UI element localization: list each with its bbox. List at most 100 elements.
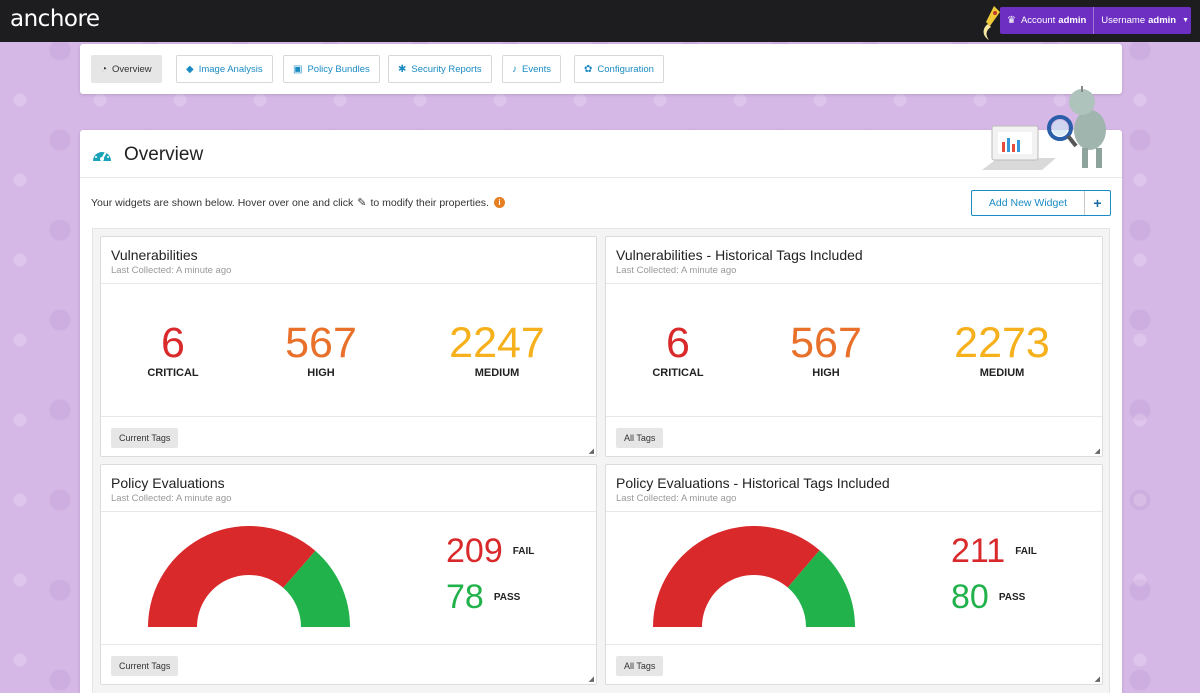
high-label: HIGH (812, 367, 840, 379)
widget-title: Policy Evaluations (111, 475, 225, 491)
tag-scope-badge: All Tags (616, 656, 664, 676)
account-menu[interactable]: ♛ Account admin Username admin ▼ (1000, 7, 1191, 34)
rocket-icon (983, 6, 1000, 40)
tab-label: Overview (112, 63, 152, 75)
account-segment[interactable]: ♛ Account admin (1000, 7, 1093, 34)
medium-label: MEDIUM (979, 367, 1025, 379)
tab-label: Security Reports (411, 63, 482, 75)
fail-stat: 209 FAIL (446, 532, 534, 571)
dashboard-icon (93, 151, 111, 161)
add-widget-button[interactable]: Add New Widget + (971, 190, 1111, 216)
widget-body: 6 CRITICAL 567 HIGH 2247 MEDIUM (101, 283, 596, 417)
widget-hint: Your widgets are shown below. Hover over… (91, 196, 505, 209)
critical-count: 6 (666, 319, 690, 367)
medium-label: MEDIUM (474, 367, 520, 379)
fail-label: FAIL (1015, 546, 1037, 557)
tab-image-analysis[interactable]: ◆ Image Analysis (176, 55, 273, 83)
high-stat: 567 HIGH (261, 320, 381, 379)
medium-stat: 2247 MEDIUM (427, 320, 567, 379)
critical-stat: 6 CRITICAL (628, 320, 728, 379)
widget-policy-evaluations[interactable]: Policy Evaluations Last Collected: A min… (100, 464, 597, 685)
account-value: admin (1058, 15, 1087, 26)
caret-down-icon: ▼ (1182, 17, 1190, 24)
widget-body: 6 CRITICAL 567 HIGH 2273 MEDIUM (606, 283, 1102, 417)
widget-title: Vulnerabilities - Historical Tags Includ… (616, 247, 863, 263)
high-label: HIGH (307, 367, 335, 379)
plus-icon: + (1084, 191, 1110, 215)
briefcase-icon: ▣ (293, 63, 303, 75)
overview-card: Overview Your widgets are shown below. H… (80, 86, 1122, 693)
high-count: 567 (285, 319, 357, 367)
critical-label: CRITICAL (652, 367, 704, 379)
high-stat: 567 HIGH (766, 320, 886, 379)
tags-icon: ◆ (186, 63, 194, 75)
tab-label: Policy Bundles (307, 63, 370, 75)
hint-text: to modify their properties. (370, 196, 489, 209)
critical-count: 6 (161, 319, 185, 367)
overview-header: Overview (80, 86, 1122, 178)
tab-policy-bundles[interactable]: ▣ Policy Bundles (283, 55, 380, 83)
critical-label: CRITICAL (147, 367, 199, 379)
tab-security-reports[interactable]: ✱ Security Reports (388, 55, 492, 83)
tag-scope-badge: All Tags (616, 428, 664, 448)
crown-icon: ♛ (1007, 15, 1016, 26)
widget-subtitle: Last Collected: A minute ago (111, 493, 232, 504)
add-widget-label: Add New Widget (988, 197, 1068, 209)
pass-stat: 78 PASS (446, 578, 520, 617)
tag-scope-badge: Current Tags (111, 428, 179, 448)
tab-label: Configuration (597, 63, 654, 75)
medium-count: 2247 (449, 319, 545, 367)
edit-icon: ✎ (357, 197, 367, 209)
resize-handle-icon[interactable]: ◢ (1094, 676, 1100, 683)
brand-logo[interactable]: anchore (10, 6, 100, 32)
username-segment[interactable]: Username admin ▼ (1093, 7, 1196, 34)
widget-policy-evaluations-historical[interactable]: Policy Evaluations - Historical Tags Inc… (605, 464, 1103, 685)
resize-handle-icon[interactable]: ◢ (588, 676, 594, 683)
widget-subtitle: Last Collected: A minute ago (616, 265, 737, 276)
resize-handle-icon[interactable]: ◢ (1094, 448, 1100, 455)
gauge-fail-segment (148, 526, 316, 627)
tab-label: Image Analysis (198, 63, 263, 75)
pass-fail-gauge (653, 526, 855, 627)
pass-label: PASS (998, 592, 1026, 603)
medium-count: 2273 (954, 319, 1050, 367)
fail-count: 211 (951, 532, 1006, 570)
tab-label: Events (522, 63, 552, 75)
fail-label: FAIL (512, 546, 535, 557)
resize-handle-icon[interactable]: ◢ (588, 448, 594, 455)
gear-icon: ✿ (584, 63, 593, 75)
medium-stat: 2273 MEDIUM (932, 320, 1072, 379)
top-navbar: anchore ♛ Account admin Username admin ▼ (0, 0, 1200, 42)
critical-stat: 6 CRITICAL (123, 320, 223, 379)
gauge-fail-segment (653, 526, 820, 627)
widget-title: Vulnerabilities (111, 247, 198, 263)
tab-overview[interactable]: ◔ Overview (91, 55, 162, 83)
username-label: Username (1101, 15, 1146, 26)
account-label: Account (1020, 15, 1056, 26)
info-icon[interactable]: i (493, 197, 505, 208)
widget-vulnerabilities[interactable]: Vulnerabilities Last Collected: A minute… (100, 236, 597, 457)
fail-count: 209 (446, 532, 503, 570)
widget-subtitle: Last Collected: A minute ago (111, 265, 232, 276)
dashboard-icon: ◔ (101, 63, 108, 75)
gauge-pass-segment (787, 550, 855, 627)
pass-count: 80 (951, 578, 989, 616)
page-title: Overview (124, 144, 204, 165)
bell-icon: ♪ (512, 63, 517, 75)
widget-body: 209 FAIL 78 PASS (101, 511, 596, 645)
pass-count: 78 (446, 578, 484, 616)
widget-subtitle: Last Collected: A minute ago (616, 493, 737, 504)
hint-text: Your widgets are shown below. Hover over… (91, 196, 354, 209)
bug-icon: ✱ (398, 63, 407, 75)
gauge-pass-segment (283, 550, 350, 627)
widget-grid: Vulnerabilities Last Collected: A minute… (92, 228, 1110, 693)
high-count: 567 (790, 319, 862, 367)
tab-configuration[interactable]: ✿ Configuration (574, 55, 664, 83)
fail-stat: 211 FAIL (951, 532, 1037, 571)
pass-fail-gauge (148, 526, 350, 627)
tab-events[interactable]: ♪ Events (502, 55, 562, 83)
widget-title: Policy Evaluations - Historical Tags Inc… (616, 475, 890, 491)
widget-vulnerabilities-historical[interactable]: Vulnerabilities - Historical Tags Includ… (605, 236, 1103, 457)
username-value: admin (1148, 15, 1177, 26)
robot-mascot-illustration (982, 86, 1106, 170)
